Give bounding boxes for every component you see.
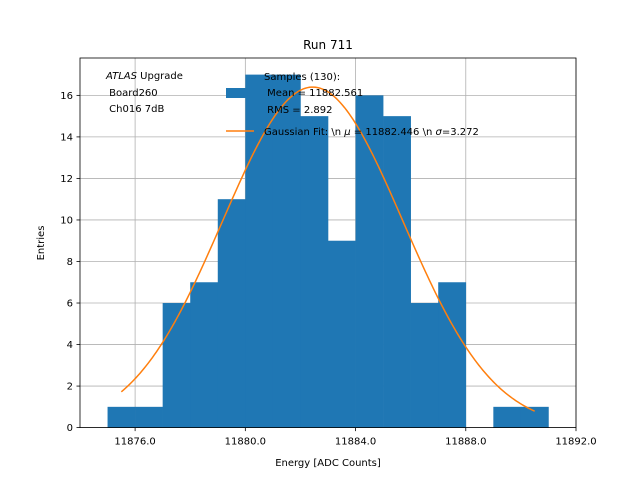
- histogram-bar: [190, 282, 219, 428]
- histogram-bar: [410, 303, 439, 428]
- y-tick-label: 4: [67, 340, 73, 351]
- y-tick-label: 8: [67, 257, 73, 268]
- annotation-line-3: Ch016 7dB: [106, 104, 164, 115]
- histogram-bar: [355, 95, 384, 428]
- y-tick-label: 0: [67, 423, 73, 434]
- x-tick-label: 11888.0: [445, 437, 486, 448]
- legend: Samples (130): Mean = 11882.561 RMS = 2.…: [226, 72, 479, 138]
- histogram-bar: [135, 406, 163, 428]
- legend-fit-part-1: Gaussian Fit: \n: [264, 127, 344, 138]
- y-axis-ticks: 0 2 4 6 8 10 12 14 16: [60, 91, 80, 434]
- x-tick-label: 11876.0: [114, 437, 155, 448]
- atlas-annotation: ATLAS Upgrade Board260 Ch016 7dB: [105, 71, 183, 115]
- x-tick-label: 11880.0: [225, 437, 266, 448]
- legend-fit-sigma: σ: [435, 127, 442, 138]
- x-axis-ticks: 11876.0 11880.0 11884.0 11888.0 11892.0: [114, 427, 597, 448]
- annotation-line-2: Board260: [106, 88, 158, 99]
- legend-fit-mu: μ: [343, 127, 350, 138]
- legend-fit-label: Gaussian Fit: \n μ = 11882.446 \n σ=3.27…: [264, 127, 479, 138]
- y-tick-label: 16: [60, 91, 73, 102]
- x-tick-label: 11884.0: [335, 437, 376, 448]
- histogram-bar: [162, 303, 191, 428]
- histogram-bars: [107, 74, 549, 428]
- gaussian-fit-curve: [120, 86, 535, 412]
- legend-samples-line-2: Mean = 11882.561: [264, 88, 363, 99]
- y-tick-label: 12: [60, 174, 73, 185]
- legend-fit-part-3: =3.272: [442, 127, 479, 138]
- histogram-bar: [107, 406, 136, 428]
- legend-fit-part-2: = 11882.446 \n: [351, 127, 436, 138]
- histogram-bar: [520, 406, 549, 428]
- histogram-bar: [438, 282, 467, 428]
- y-tick-label: 6: [67, 299, 73, 310]
- annotation-upgrade: Upgrade: [137, 71, 183, 82]
- x-axis-label: Energy [ADC Counts]: [275, 458, 381, 469]
- annotation-line-1: ATLAS Upgrade: [105, 71, 183, 82]
- y-tick-label: 14: [60, 132, 73, 143]
- y-tick-label: 2: [67, 382, 73, 393]
- histogram-bar: [493, 406, 522, 428]
- legend-samples-line-3: RMS = 2.892: [264, 105, 332, 116]
- legend-patch-samples: [226, 88, 254, 98]
- histogram-bar: [217, 199, 246, 428]
- histogram-bar: [300, 116, 329, 428]
- legend-samples-line-1: Samples (130):: [264, 72, 340, 83]
- x-tick-label: 11892.0: [555, 437, 596, 448]
- axes-frame: [79, 57, 577, 429]
- histogram-bar: [245, 74, 274, 428]
- annotation-atlas: ATLAS: [105, 71, 138, 82]
- histogram-bar: [383, 116, 411, 428]
- chart-title: Run 711: [303, 38, 353, 52]
- y-tick-label: 10: [60, 215, 73, 226]
- y-axis-label: Entries: [36, 226, 47, 261]
- histogram-bar: [328, 240, 356, 428]
- histogram-bar: [272, 74, 301, 428]
